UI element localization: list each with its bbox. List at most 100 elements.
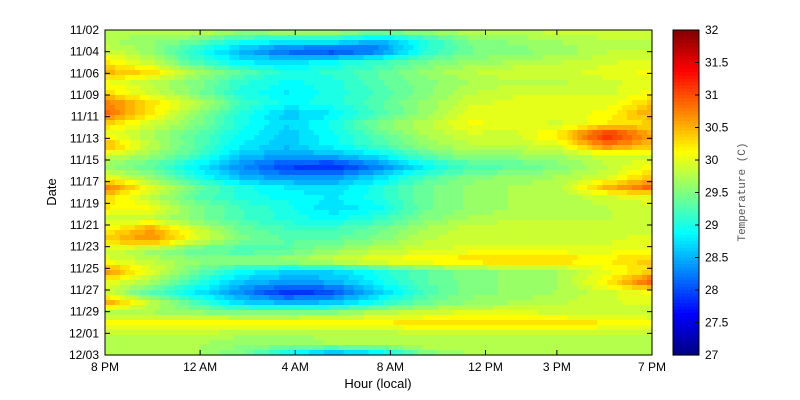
heatmap-cell — [264, 100, 270, 106]
heatmap-cell — [383, 140, 390, 146]
heatmap-cell — [572, 140, 579, 146]
heatmap-cell — [184, 55, 191, 61]
heatmap-cell — [492, 40, 499, 46]
heatmap-cell — [487, 100, 494, 106]
heatmap-cell — [627, 205, 633, 211]
heatmap-cell — [129, 215, 136, 221]
heatmap-cell — [308, 50, 315, 56]
heatmap-cell — [448, 230, 454, 236]
heatmap-cell — [497, 60, 504, 66]
heatmap-cell — [209, 210, 215, 216]
heatmap-cell — [239, 130, 245, 136]
heatmap-cell — [293, 160, 300, 166]
heatmap-cell — [199, 110, 206, 116]
heatmap-cell — [627, 160, 633, 166]
heatmap-cell — [284, 190, 290, 196]
heatmap-cell — [343, 155, 350, 161]
heatmap-cell — [139, 140, 146, 146]
heatmap-cell — [552, 175, 559, 181]
heatmap-cell — [542, 200, 549, 206]
heatmap-cell — [119, 165, 126, 171]
heatmap-cell — [378, 250, 385, 256]
heatmap-cell — [612, 75, 618, 81]
heatmap-cell — [532, 220, 539, 226]
heatmap-cell — [129, 50, 136, 56]
heatmap-cell — [403, 110, 409, 116]
heatmap-cell — [582, 175, 588, 181]
heatmap-cell — [333, 120, 340, 126]
heatmap-cell — [378, 50, 385, 56]
heatmap-cell — [413, 175, 419, 181]
heatmap-cell — [423, 105, 429, 111]
heatmap-cell — [428, 100, 434, 106]
heatmap-cell — [637, 220, 643, 226]
heatmap-cell — [149, 240, 156, 246]
heatmap-cell — [279, 250, 285, 256]
heatmap-cell — [577, 75, 583, 81]
heatmap-cell — [333, 35, 340, 41]
heatmap-cell — [567, 175, 574, 181]
heatmap-cell — [438, 50, 444, 56]
heatmap-cell — [408, 105, 414, 111]
heatmap-cell — [149, 170, 156, 176]
heatmap-cell — [572, 70, 579, 76]
heatmap-cell — [174, 220, 181, 226]
heatmap-cell — [477, 190, 484, 196]
heatmap-cell — [497, 205, 504, 211]
heatmap-cell — [537, 100, 544, 106]
heatmap-cell — [179, 40, 186, 46]
heatmap-cell — [433, 110, 439, 116]
heatmap-cell — [144, 185, 151, 191]
heatmap-cell — [318, 215, 325, 221]
heatmap-cell — [229, 95, 235, 101]
heatmap-cell — [284, 85, 290, 91]
heatmap-cell — [393, 90, 399, 96]
heatmap-cell — [572, 75, 579, 81]
heatmap-cell — [323, 250, 330, 256]
heatmap-cell — [279, 175, 285, 181]
heatmap-cell — [602, 235, 608, 241]
heatmap-cell — [179, 180, 186, 186]
heatmap-cell — [408, 165, 414, 171]
heatmap-cell — [239, 255, 245, 261]
heatmap-cell — [169, 115, 176, 121]
heatmap-cell — [124, 100, 131, 106]
heatmap-cell — [149, 85, 156, 91]
heatmap-cell — [139, 205, 146, 211]
heatmap-cell — [472, 105, 479, 111]
heatmap-cell — [194, 160, 201, 166]
heatmap-cell — [602, 105, 608, 111]
heatmap-cell — [159, 200, 166, 206]
heatmap-cell — [477, 165, 484, 171]
heatmap-cell — [234, 35, 240, 41]
heatmap-cell — [179, 165, 186, 171]
heatmap-cell — [204, 130, 211, 136]
heatmap-cell — [368, 250, 375, 256]
heatmap-cell — [642, 195, 648, 201]
heatmap-cell — [418, 65, 424, 71]
heatmap-cell — [174, 80, 181, 86]
heatmap-cell — [418, 180, 424, 186]
heatmap-cell — [627, 180, 633, 186]
heatmap-cell — [288, 40, 295, 46]
heatmap-cell — [279, 120, 285, 126]
heatmap-cell — [209, 190, 215, 196]
heatmap-cell — [537, 190, 544, 196]
heatmap-cell — [139, 95, 146, 101]
heatmap-cell — [288, 205, 295, 211]
heatmap-cell — [214, 140, 220, 146]
heatmap-cell — [239, 250, 245, 256]
heatmap-cell — [119, 220, 126, 226]
heatmap-cell — [388, 65, 395, 71]
heatmap-cell — [627, 90, 633, 96]
heatmap-cell — [363, 220, 370, 226]
heatmap-cell — [164, 30, 171, 36]
heatmap-cell — [398, 125, 404, 131]
heatmap-cell — [229, 225, 235, 231]
heatmap-cell — [612, 35, 618, 41]
heatmap-cell — [264, 145, 270, 151]
heatmap-cell — [318, 75, 325, 81]
heatmap-cell — [497, 90, 504, 96]
heatmap-cell — [348, 30, 355, 36]
heatmap-cell — [527, 120, 534, 126]
